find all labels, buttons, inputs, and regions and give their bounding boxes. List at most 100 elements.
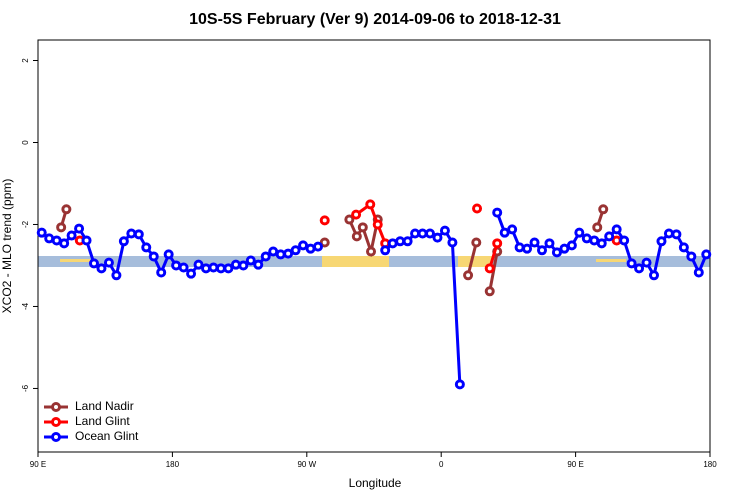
x-tick-label: 90 E: [567, 460, 583, 469]
legend-marker: [51, 417, 61, 427]
point: [56, 222, 67, 233]
point: [641, 257, 652, 268]
point: [223, 263, 234, 274]
point: [492, 207, 503, 218]
legend-marker: [51, 432, 61, 442]
x-axis-label: Longitude: [349, 476, 402, 490]
land-strip: [322, 256, 389, 267]
point: [51, 235, 62, 246]
point: [417, 228, 428, 239]
point: [305, 243, 316, 254]
x-tick-label: 0: [439, 460, 444, 469]
point: [454, 379, 465, 390]
point: [319, 215, 330, 226]
land-strip: [596, 259, 626, 262]
x-tick-label: 180: [703, 460, 717, 469]
point: [351, 209, 362, 220]
point: [201, 263, 211, 274]
point: [148, 251, 159, 262]
point: [44, 233, 55, 244]
point: [514, 242, 525, 253]
point: [313, 241, 323, 252]
point: [193, 259, 204, 270]
x-tick-label: 90 W: [297, 460, 316, 469]
point: [410, 228, 421, 239]
point: [186, 268, 197, 279]
point: [178, 262, 189, 273]
point: [283, 248, 294, 259]
point: [611, 224, 622, 235]
point: [596, 238, 607, 249]
chart-title: 10S-5S February (Ver 9) 2014-09-06 to 20…: [189, 11, 561, 28]
point: [344, 214, 355, 225]
point: [663, 228, 674, 239]
point: [268, 246, 279, 257]
point: [61, 204, 72, 215]
point: [544, 238, 555, 249]
land-strip: [60, 259, 90, 262]
point: [537, 245, 547, 256]
point: [439, 225, 450, 236]
point: [245, 255, 256, 266]
point: [260, 251, 271, 262]
point: [357, 222, 368, 233]
point: [522, 243, 533, 254]
point: [626, 258, 637, 269]
point: [656, 236, 667, 247]
point: [686, 251, 697, 262]
point: [472, 203, 483, 214]
point: [551, 247, 562, 258]
point: [463, 270, 474, 281]
point: [111, 270, 122, 281]
y-axis-label: XCO2 - MLO trend (ppm): [0, 179, 14, 314]
point: [36, 227, 47, 238]
point: [81, 235, 92, 246]
point: [133, 229, 144, 240]
y-tick-label: -6: [21, 384, 30, 392]
legend-label: Land Glint: [75, 414, 130, 428]
legend-label: Land Nadir: [75, 399, 134, 413]
point: [230, 259, 241, 270]
point: [59, 238, 70, 249]
point: [163, 249, 174, 260]
point: [238, 260, 249, 271]
point: [671, 229, 682, 240]
point: [592, 222, 603, 233]
point: [693, 267, 704, 278]
point: [290, 245, 301, 256]
x-tick-label: 180: [166, 460, 180, 469]
point: [96, 263, 107, 274]
point: [581, 233, 592, 244]
point: [402, 236, 413, 247]
point: [395, 236, 406, 247]
point: [492, 238, 503, 249]
plot-frame: [37, 39, 711, 453]
legend-marker: [51, 402, 61, 412]
point: [619, 235, 630, 246]
point: [89, 258, 99, 269]
point: [74, 223, 85, 234]
point: [649, 270, 659, 281]
x-tick-label: 90 E: [30, 460, 46, 469]
point: [387, 238, 398, 249]
point: [66, 230, 77, 241]
point: [484, 286, 495, 297]
point: [372, 219, 383, 230]
point: [559, 243, 570, 254]
point: [103, 257, 114, 268]
point: [253, 259, 264, 270]
point: [366, 246, 377, 257]
point: [215, 263, 226, 274]
point: [589, 235, 600, 246]
y-tick-label: -4: [21, 302, 30, 310]
point: [171, 260, 182, 271]
point: [634, 263, 645, 274]
point: [425, 228, 435, 239]
point: [275, 249, 286, 260]
point: [351, 231, 362, 242]
point: [432, 232, 443, 243]
point: [574, 227, 585, 238]
point: [141, 242, 152, 253]
point: [156, 267, 167, 278]
point: [380, 245, 391, 256]
